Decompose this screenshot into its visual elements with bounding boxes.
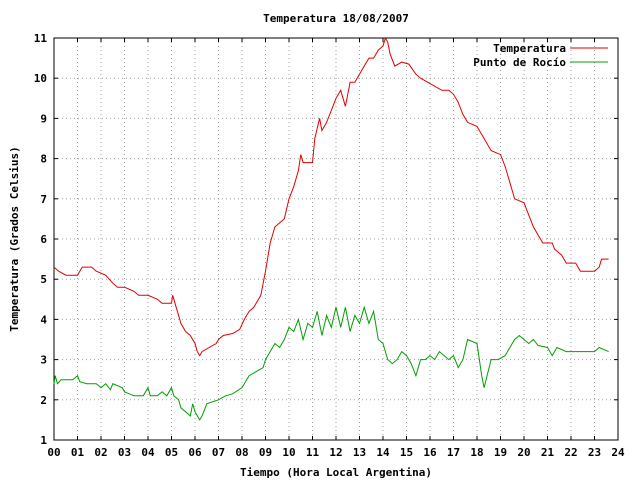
x-tick-label: 01	[71, 446, 85, 459]
x-axis-label: Tiempo (Hora Local Argentina)	[240, 466, 432, 479]
x-tick-label: 07	[212, 446, 225, 459]
legend-label-punto-de-rocio: Punto de Rocío	[473, 56, 566, 69]
x-tick-label: 17	[447, 446, 460, 459]
legend: Temperatura Punto de Rocío	[473, 42, 608, 69]
x-tick-label: 08	[235, 446, 248, 459]
x-tick-label: 22	[564, 446, 577, 459]
grid	[54, 38, 618, 440]
x-tick-label: 09	[259, 446, 272, 459]
x-tick-label: 21	[541, 446, 555, 459]
x-tick-label: 13	[353, 446, 366, 459]
x-tick-label: 18	[470, 446, 483, 459]
y-tick-label: 4	[40, 313, 47, 326]
y-tick-label: 5	[40, 273, 47, 286]
y-tick-label: 11	[34, 32, 48, 45]
x-tick-label: 06	[188, 446, 202, 459]
x-tick-label: 03	[118, 446, 131, 459]
x-tick-label: 00	[47, 446, 60, 459]
x-tick-label: 12	[329, 446, 342, 459]
chart-title: Temperatura 18/08/2007	[263, 12, 409, 25]
axis-ticks: 00 01 02 03 04 05 06 07 08 09 10 11 12 13 14 15 16 17 18 19…	[34, 32, 625, 459]
series-layer	[53, 36, 609, 421]
y-axis-label: Temperatura (Grados Celsius)	[8, 146, 21, 331]
x-tick-label: 05	[165, 446, 178, 459]
x-tick-label: 23	[588, 446, 601, 459]
x-tick-label: 24	[611, 446, 625, 459]
y-tick-label: 7	[40, 193, 47, 206]
series-line-temperatura	[53, 36, 609, 357]
legend-label-temperatura: Temperatura	[493, 42, 566, 55]
y-tick-label: 9	[40, 112, 47, 125]
x-tick-label: 19	[494, 446, 507, 459]
x-tick-label: 11	[306, 446, 320, 459]
y-tick-label: 6	[40, 233, 47, 246]
series-line-punto-de-rocio	[53, 305, 609, 421]
y-tick-label: 8	[40, 153, 47, 166]
x-tick-label: 15	[400, 446, 413, 459]
x-tick-label: 14	[376, 446, 390, 459]
y-tick-label: 3	[40, 354, 47, 367]
y-tick-label: 1	[40, 434, 47, 447]
y-tick-label: 10	[34, 72, 47, 85]
x-tick-label: 04	[141, 446, 155, 459]
x-tick-label: 02	[94, 446, 107, 459]
x-tick-label: 16	[423, 446, 437, 459]
x-tick-label: 20	[517, 446, 530, 459]
y-tick-label: 2	[40, 394, 47, 407]
x-tick-label: 10	[282, 446, 295, 459]
